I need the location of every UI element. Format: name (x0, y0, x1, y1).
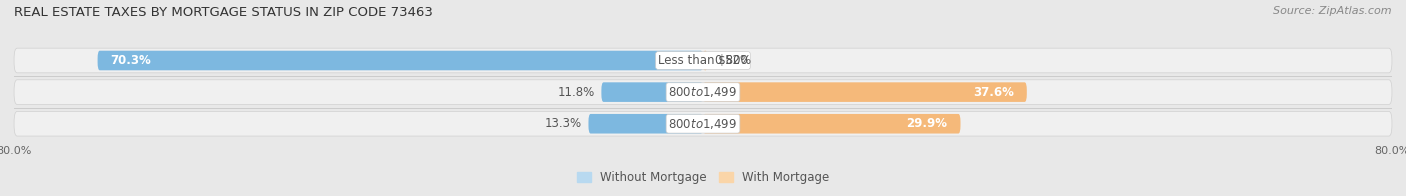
Text: 0.52%: 0.52% (714, 54, 751, 67)
FancyBboxPatch shape (97, 51, 703, 70)
Text: 29.9%: 29.9% (907, 117, 948, 130)
FancyBboxPatch shape (14, 80, 1392, 104)
Text: REAL ESTATE TAXES BY MORTGAGE STATUS IN ZIP CODE 73463: REAL ESTATE TAXES BY MORTGAGE STATUS IN … (14, 6, 433, 19)
FancyBboxPatch shape (589, 114, 703, 133)
Text: 13.3%: 13.3% (544, 117, 582, 130)
FancyBboxPatch shape (703, 82, 1026, 102)
Text: $800 to $1,499: $800 to $1,499 (668, 117, 738, 131)
FancyBboxPatch shape (602, 82, 703, 102)
FancyBboxPatch shape (703, 114, 960, 133)
FancyBboxPatch shape (14, 48, 1392, 73)
Text: 11.8%: 11.8% (557, 86, 595, 99)
Text: Source: ZipAtlas.com: Source: ZipAtlas.com (1274, 6, 1392, 16)
Text: 70.3%: 70.3% (111, 54, 152, 67)
FancyBboxPatch shape (703, 51, 707, 70)
Text: 37.6%: 37.6% (973, 86, 1014, 99)
Text: Less than $800: Less than $800 (658, 54, 748, 67)
FancyBboxPatch shape (14, 111, 1392, 136)
Text: $800 to $1,499: $800 to $1,499 (668, 85, 738, 99)
Legend: Without Mortgage, With Mortgage: Without Mortgage, With Mortgage (572, 167, 834, 189)
